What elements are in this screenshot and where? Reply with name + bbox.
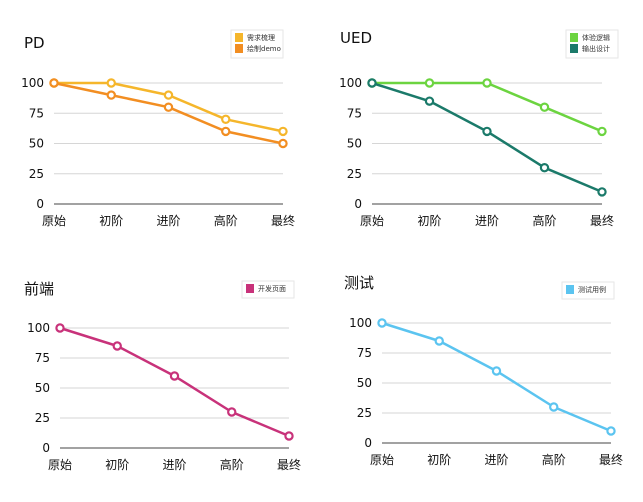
legend-swatch bbox=[235, 33, 243, 42]
series-line bbox=[381, 321, 612, 433]
legend-label: 绘制demo bbox=[247, 44, 281, 53]
chart-title: 前端 bbox=[24, 280, 54, 298]
x-tick-label: 高阶 bbox=[532, 213, 556, 228]
x-tick-label: 进阶 bbox=[475, 214, 499, 228]
y-tick-label: 75 bbox=[347, 106, 362, 120]
data-point bbox=[539, 102, 550, 112]
x-tick-label: 高阶 bbox=[542, 452, 566, 467]
legend-label: 开发页面 bbox=[258, 284, 286, 293]
series-line bbox=[371, 81, 603, 194]
data-point bbox=[482, 126, 492, 137]
legend-swatch bbox=[566, 285, 574, 294]
data-point bbox=[367, 78, 377, 88]
x-tick-label: 初阶 bbox=[105, 458, 129, 472]
data-point bbox=[163, 90, 174, 100]
legend-label: 需求梳理 bbox=[247, 33, 275, 42]
x-tick-label: 进阶 bbox=[162, 458, 186, 472]
x-tick-label: 原始 bbox=[360, 214, 384, 228]
y-tick-label: 0 bbox=[42, 441, 50, 455]
chart-title: PD bbox=[24, 34, 45, 52]
x-tick-label: 初阶 bbox=[427, 453, 451, 467]
data-point bbox=[284, 431, 294, 441]
x-tick-label: 最终 bbox=[599, 452, 623, 467]
y-tick-label: 0 bbox=[354, 197, 362, 211]
chart-title: 测试 bbox=[344, 274, 374, 292]
y-tick-label: 50 bbox=[347, 137, 362, 151]
chart-title: UED bbox=[340, 29, 372, 47]
x-tick-label: 初阶 bbox=[417, 214, 441, 228]
y-tick-label: 75 bbox=[29, 106, 44, 120]
data-point bbox=[424, 96, 435, 106]
y-tick-label: 75 bbox=[357, 346, 372, 360]
data-point bbox=[482, 78, 492, 88]
y-tick-label: 50 bbox=[35, 381, 50, 395]
x-tick-label: 进阶 bbox=[484, 453, 508, 467]
data-point bbox=[278, 138, 288, 149]
series-line bbox=[59, 326, 290, 438]
data-point bbox=[163, 102, 174, 112]
y-tick-label: 75 bbox=[35, 351, 50, 365]
y-tick-label: 25 bbox=[347, 167, 362, 181]
y-tick-label: 0 bbox=[364, 436, 372, 450]
y-tick-label: 100 bbox=[349, 316, 372, 330]
legend-swatch bbox=[570, 33, 578, 42]
data-point bbox=[597, 126, 607, 137]
y-tick-label: 0 bbox=[36, 197, 44, 211]
legend-label: 体验逻辑 bbox=[582, 33, 610, 42]
data-point bbox=[278, 126, 288, 137]
series-line bbox=[372, 81, 603, 133]
data-point bbox=[49, 78, 59, 88]
legend-frame bbox=[241, 280, 295, 299]
y-tick-label: 25 bbox=[29, 167, 44, 181]
x-tick-label: 原始 bbox=[48, 458, 72, 472]
data-point bbox=[221, 126, 231, 137]
legend-swatch bbox=[570, 44, 578, 53]
data-point bbox=[424, 78, 435, 88]
legend: 测试用例 bbox=[561, 281, 615, 300]
x-tick-label: 原始 bbox=[370, 453, 394, 467]
data-point bbox=[539, 162, 550, 173]
data-point bbox=[169, 371, 180, 381]
legend-swatch bbox=[246, 284, 254, 293]
x-tick-label: 最终 bbox=[277, 457, 301, 472]
legend-swatch bbox=[235, 44, 243, 53]
data-point bbox=[106, 90, 116, 100]
x-tick-label: 初阶 bbox=[99, 214, 123, 228]
data-point bbox=[597, 187, 607, 197]
data-point bbox=[221, 114, 231, 125]
data-point bbox=[106, 78, 116, 88]
legend: 开发页面 bbox=[241, 280, 295, 299]
data-point bbox=[227, 407, 237, 417]
data-point bbox=[434, 336, 444, 346]
x-tick-label: 进阶 bbox=[156, 214, 180, 228]
legend-frame bbox=[561, 281, 615, 300]
chart-panel-4: 测试 0 25 50 75 100 原始 初阶 进阶 高阶 最终 测试用例 bbox=[344, 274, 623, 467]
data-point bbox=[112, 341, 122, 351]
y-tick-label: 50 bbox=[29, 137, 44, 151]
x-tick-label: 高阶 bbox=[214, 213, 238, 228]
data-point bbox=[491, 366, 502, 376]
legend-label: 测试用例 bbox=[578, 285, 606, 294]
data-point bbox=[549, 402, 559, 412]
x-tick-label: 最终 bbox=[590, 213, 614, 228]
x-tick-label: 最终 bbox=[271, 213, 295, 228]
y-tick-label: 50 bbox=[357, 376, 372, 390]
y-tick-label: 100 bbox=[27, 321, 50, 335]
data-point bbox=[377, 318, 387, 328]
x-tick-label: 高阶 bbox=[220, 457, 244, 472]
chart-panel-3: 前端 0 25 50 75 100 原始 初阶 进阶 高阶 最终 开发页面 bbox=[24, 280, 301, 472]
y-tick-label: 25 bbox=[35, 411, 50, 425]
y-tick-label: 25 bbox=[357, 406, 372, 420]
y-tick-label: 100 bbox=[339, 76, 362, 90]
x-tick-label: 原始 bbox=[42, 214, 66, 228]
data-point bbox=[606, 426, 616, 436]
legend-label: 输出设计 bbox=[582, 44, 610, 53]
data-point bbox=[55, 323, 65, 333]
y-tick-label: 100 bbox=[21, 76, 44, 90]
